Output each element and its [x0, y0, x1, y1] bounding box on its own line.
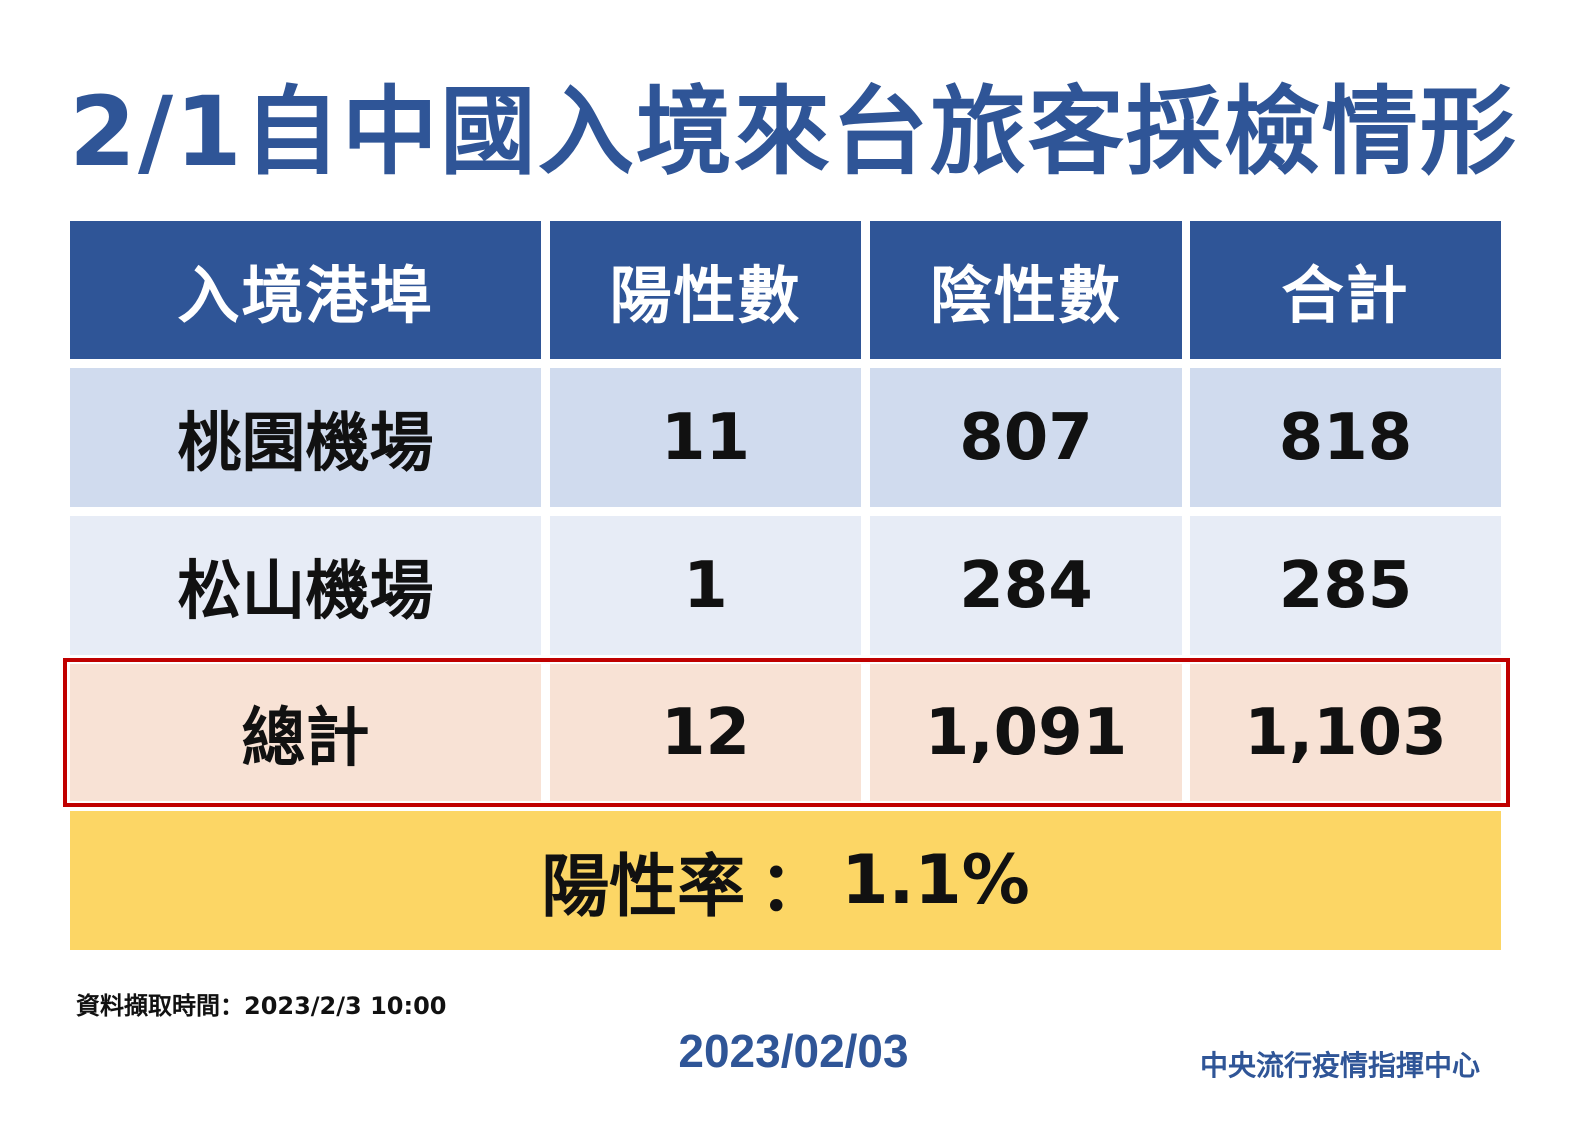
cell-positive: 11	[550, 368, 861, 507]
page-title: 2/1自中國入境來台旅客採檢情形	[69, 76, 1518, 188]
header-total: 合計	[1190, 221, 1501, 359]
positive-rate-label: 陽性率	[541, 848, 746, 927]
cell-port: 松山機場	[70, 516, 541, 655]
header-port: 入境港埠	[70, 221, 541, 359]
positive-rate-banner: 陽性率： 1.1%	[70, 811, 1501, 950]
table-total-row: 總計 12 1,091 1,103	[70, 664, 1501, 801]
cell-total-positive: 12	[550, 664, 861, 801]
cell-total: 285	[1190, 516, 1501, 655]
header-negative: 陰性數	[870, 221, 1182, 359]
table-row: 松山機場 1 284 285	[70, 516, 1501, 655]
cell-total-sum: 1,103	[1190, 664, 1501, 801]
cell-port: 桃園機場	[70, 368, 541, 507]
cell-negative: 284	[870, 516, 1182, 655]
cell-positive: 1	[550, 516, 861, 655]
table-row: 桃園機場 11 807 818	[70, 368, 1501, 507]
cell-total-label: 總計	[70, 664, 541, 801]
positive-rate-value: 1.1%	[841, 841, 1030, 920]
organization-name: 中央流行疫情指揮中心	[1199, 1049, 1480, 1082]
table-header-row: 入境港埠 陽性數 陰性數 合計	[70, 221, 1501, 359]
cell-total: 818	[1190, 368, 1501, 507]
cell-negative: 807	[870, 368, 1182, 507]
publish-date: 2023/02/03	[678, 1025, 909, 1077]
cell-total-negative: 1,091	[870, 664, 1182, 801]
header-positive: 陽性數	[550, 221, 861, 359]
positive-rate-separator: ：	[759, 848, 828, 927]
data-capture-time: 資料擷取時間：2023/2/3 10:00	[76, 992, 447, 1020]
